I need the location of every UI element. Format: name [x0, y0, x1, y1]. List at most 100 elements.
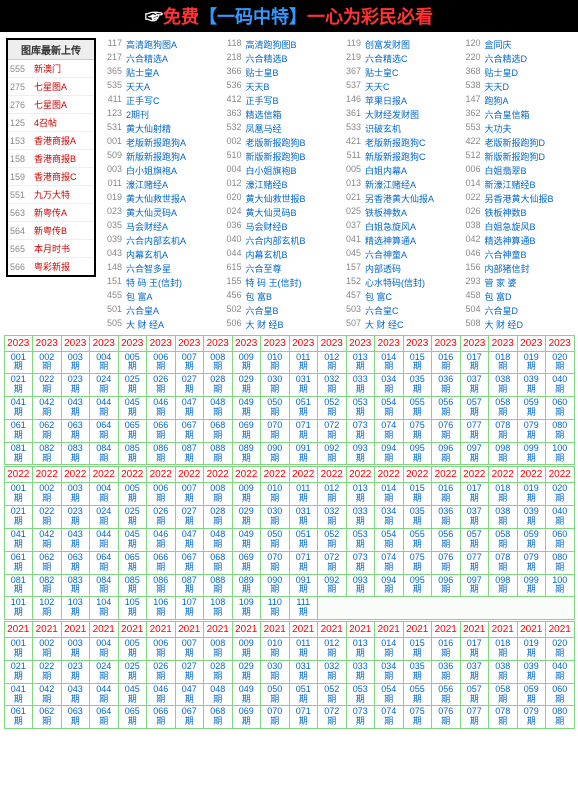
period-cell[interactable]: 010期 — [260, 637, 290, 661]
period-cell[interactable]: 067期 — [175, 551, 205, 575]
left-item[interactable]: 565本月时书 — [8, 240, 94, 258]
period-cell[interactable]: 045期 — [118, 396, 148, 420]
link-txt[interactable]: 白姐内幕A — [365, 164, 457, 177]
period-cell[interactable]: 080期 — [545, 551, 575, 575]
period-cell[interactable]: 071期 — [289, 705, 319, 729]
period-cell[interactable]: 004期 — [89, 351, 119, 375]
period-cell[interactable]: 006期 — [146, 637, 176, 661]
link-txt[interactable]: 大 财 经B — [246, 318, 338, 331]
left-item[interactable]: 153香港商报A — [8, 132, 94, 150]
period-cell[interactable]: 006期 — [146, 482, 176, 506]
period-cell[interactable]: 052期 — [317, 683, 347, 707]
period-cell[interactable]: 054期 — [374, 396, 404, 420]
period-cell[interactable]: 081期 — [4, 574, 34, 598]
period-cell[interactable]: 060期 — [545, 683, 575, 707]
period-cell[interactable]: 068期 — [203, 419, 233, 443]
period-cell[interactable]: 092期 — [317, 442, 347, 466]
period-cell[interactable]: 029期 — [232, 505, 262, 529]
period-cell[interactable]: 090期 — [260, 442, 290, 466]
period-cell[interactable]: 002期 — [32, 351, 62, 375]
period-cell[interactable]: 079期 — [517, 419, 547, 443]
period-cell[interactable]: 021期 — [4, 660, 34, 684]
period-cell[interactable]: 082期 — [32, 574, 62, 598]
link-txt[interactable]: 六合皇D — [485, 304, 577, 317]
period-cell[interactable]: 024期 — [89, 373, 119, 397]
period-cell[interactable]: 023期 — [61, 660, 91, 684]
period-cell[interactable]: 060期 — [545, 396, 575, 420]
link-txt[interactable]: 盒同庆 — [485, 38, 577, 51]
link-txt[interactable]: 六合精选D — [485, 52, 577, 65]
period-cell[interactable]: 034期 — [374, 505, 404, 529]
period-cell[interactable]: 084期 — [89, 574, 119, 598]
period-cell[interactable]: 026期 — [146, 505, 176, 529]
period-cell[interactable]: 098期 — [488, 442, 518, 466]
link-txt[interactable]: 内部透码 — [365, 262, 457, 275]
period-cell[interactable]: 025期 — [118, 505, 148, 529]
period-cell[interactable]: 097期 — [460, 442, 490, 466]
period-cell[interactable]: 064期 — [89, 551, 119, 575]
period-cell[interactable]: 022期 — [32, 660, 62, 684]
period-cell[interactable]: 061期 — [4, 551, 34, 575]
left-item[interactable]: 275七星图A — [8, 78, 94, 96]
period-cell[interactable]: 012期 — [317, 482, 347, 506]
period-cell[interactable]: 063期 — [61, 705, 91, 729]
period-cell[interactable]: 081期 — [4, 442, 34, 466]
period-cell[interactable]: 043期 — [61, 396, 91, 420]
period-cell[interactable]: 062期 — [32, 705, 62, 729]
period-cell[interactable]: 072期 — [317, 551, 347, 575]
period-cell[interactable]: 067期 — [175, 705, 205, 729]
period-cell[interactable]: 069期 — [232, 705, 262, 729]
period-cell[interactable]: 033期 — [346, 505, 376, 529]
period-cell[interactable]: 007期 — [175, 482, 205, 506]
period-cell[interactable]: 028期 — [203, 505, 233, 529]
period-cell[interactable]: 018期 — [488, 351, 518, 375]
period-cell[interactable]: 075期 — [403, 551, 433, 575]
period-cell[interactable]: 076期 — [431, 419, 461, 443]
period-cell[interactable]: 078期 — [488, 705, 518, 729]
left-item[interactable]: 564新粤传B — [8, 222, 94, 240]
period-cell[interactable]: 022期 — [32, 505, 62, 529]
period-cell[interactable]: 053期 — [346, 396, 376, 420]
link-txt[interactable]: 六合皇A — [126, 304, 218, 317]
period-cell[interactable]: 096期 — [431, 442, 461, 466]
period-cell[interactable]: 002期 — [32, 637, 62, 661]
link-txt[interactable]: 白姐急旋风A — [365, 220, 457, 233]
link-txt[interactable]: 贴士皇D — [485, 66, 577, 79]
period-cell[interactable]: 083期 — [61, 574, 91, 598]
period-cell[interactable]: 108期 — [203, 596, 233, 620]
period-cell[interactable]: 032期 — [317, 660, 347, 684]
link-txt[interactable]: 新濠江赌经A — [365, 178, 457, 191]
link-txt[interactable]: 贴士皇A — [126, 66, 218, 79]
period-cell[interactable]: 024期 — [89, 505, 119, 529]
period-cell[interactable]: 003期 — [61, 637, 91, 661]
period-cell[interactable]: 050期 — [260, 528, 290, 552]
period-cell[interactable]: 044期 — [89, 528, 119, 552]
link-txt[interactable]: 精选神算通A — [365, 234, 457, 247]
period-cell[interactable]: 035期 — [403, 505, 433, 529]
period-cell[interactable]: 027期 — [175, 373, 205, 397]
period-cell[interactable]: 032期 — [317, 373, 347, 397]
period-cell[interactable]: 020期 — [545, 351, 575, 375]
period-cell[interactable]: 065期 — [118, 419, 148, 443]
left-item[interactable]: 158香港商报B — [8, 150, 94, 168]
link-txt[interactable]: 识破玄机 — [365, 122, 457, 135]
period-cell[interactable]: 020期 — [545, 637, 575, 661]
period-cell[interactable]: 078期 — [488, 551, 518, 575]
link-txt[interactable]: 白姐翡翠B — [485, 164, 577, 177]
left-item[interactable]: 555新澳门 — [8, 60, 94, 78]
period-cell[interactable]: 022期 — [32, 373, 62, 397]
period-cell[interactable]: 082期 — [32, 442, 62, 466]
link-txt[interactable]: 新濠江赌经B — [485, 178, 577, 191]
link-txt[interactable]: 老版新报跑狗D — [485, 136, 577, 149]
period-cell[interactable]: 014期 — [374, 351, 404, 375]
period-cell[interactable]: 049期 — [232, 396, 262, 420]
period-cell[interactable]: 085期 — [118, 442, 148, 466]
period-cell[interactable]: 036期 — [431, 373, 461, 397]
period-cell[interactable]: 019期 — [517, 351, 547, 375]
period-cell[interactable]: 035期 — [403, 373, 433, 397]
period-cell[interactable]: 079期 — [517, 705, 547, 729]
period-cell[interactable]: 063期 — [61, 419, 91, 443]
period-cell[interactable]: 033期 — [346, 373, 376, 397]
period-cell[interactable]: 051期 — [289, 528, 319, 552]
link-txt[interactable]: 正手写C — [126, 94, 218, 107]
